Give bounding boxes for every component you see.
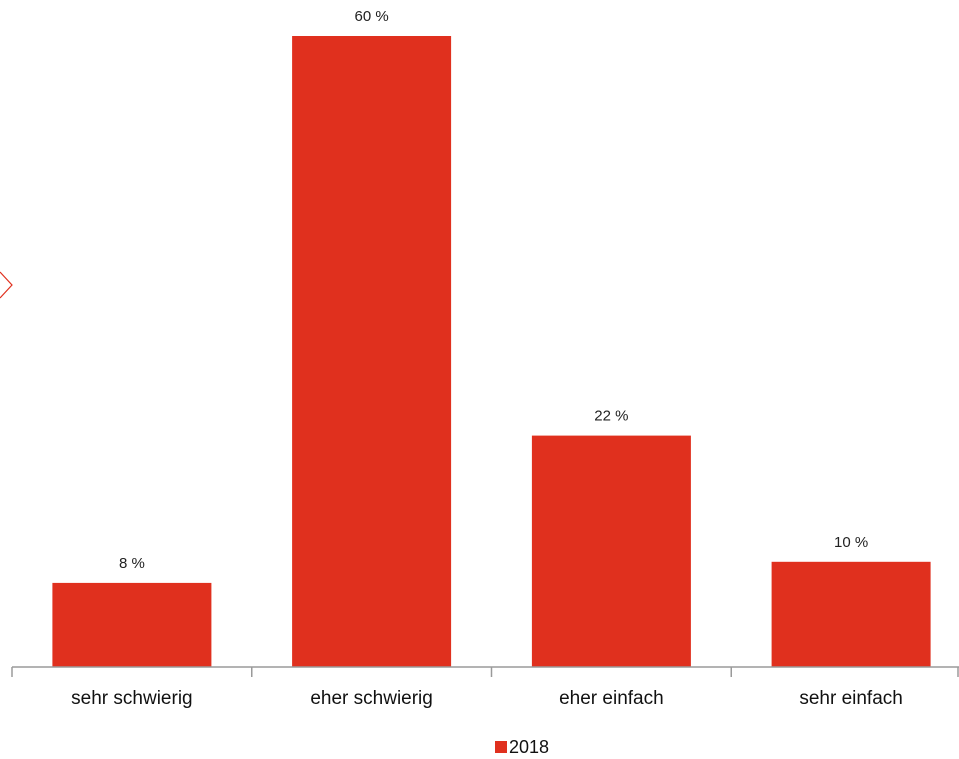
x-tick-label: eher schwierig — [310, 688, 433, 709]
bar — [531, 435, 691, 667]
data-label: 22 % — [594, 408, 628, 425]
x-axis-ticks — [11, 667, 959, 677]
legend-swatch — [495, 741, 507, 753]
bar — [52, 582, 212, 667]
chevron-right-icon — [0, 271, 13, 299]
legend-label: 2018 — [509, 737, 549, 757]
x-tick-label: sehr einfach — [799, 688, 903, 709]
data-label: 8 % — [119, 555, 145, 572]
bar — [771, 561, 931, 667]
bars-group — [52, 36, 931, 667]
x-tick-label: eher einfach — [559, 688, 664, 709]
x-tick-label: sehr schwierig — [71, 688, 192, 709]
legend: 2018 — [495, 737, 549, 757]
bar — [292, 36, 452, 667]
data-label: 10 % — [834, 534, 868, 551]
data-label: 60 % — [354, 8, 388, 25]
x-axis-labels: sehr schwierig eher schwierig eher einfach… — [71, 688, 903, 709]
data-labels-group: 8 % 60 % 22 % 10 % — [119, 8, 868, 572]
